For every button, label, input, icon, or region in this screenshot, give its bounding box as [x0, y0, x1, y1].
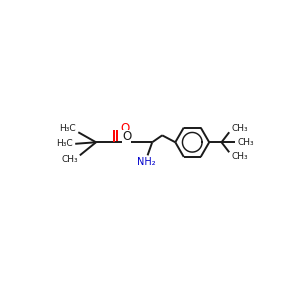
- Text: CH₃: CH₃: [232, 124, 248, 133]
- Text: O: O: [121, 122, 130, 135]
- Text: CH₃: CH₃: [62, 155, 78, 164]
- Text: H₃C: H₃C: [59, 124, 76, 133]
- Text: H₃C: H₃C: [56, 139, 73, 148]
- Text: CH₃: CH₃: [238, 138, 254, 147]
- Text: CH₃: CH₃: [232, 152, 248, 160]
- Text: NH₂: NH₂: [137, 157, 155, 166]
- Text: O: O: [122, 130, 131, 142]
